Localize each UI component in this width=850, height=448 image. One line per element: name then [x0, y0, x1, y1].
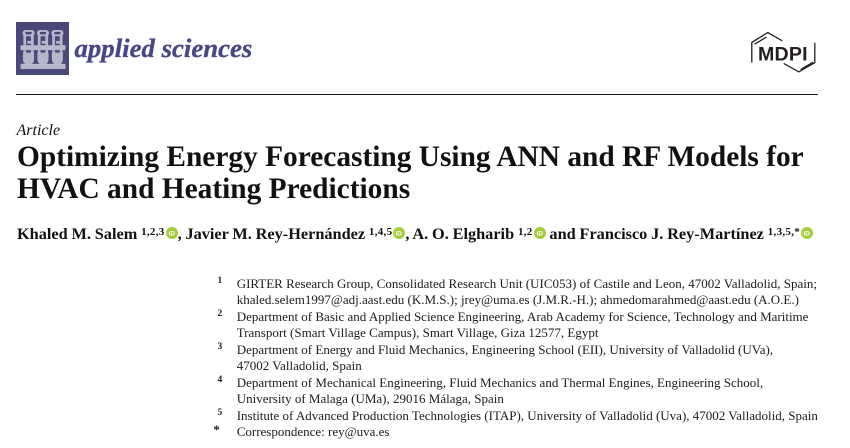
svg-text:iD: iD: [168, 230, 175, 237]
svg-text:iD: iD: [804, 230, 811, 237]
svg-text:iD: iD: [536, 230, 543, 237]
svg-text:MDPI: MDPI: [758, 44, 808, 66]
svg-text:iD: iD: [396, 230, 403, 237]
